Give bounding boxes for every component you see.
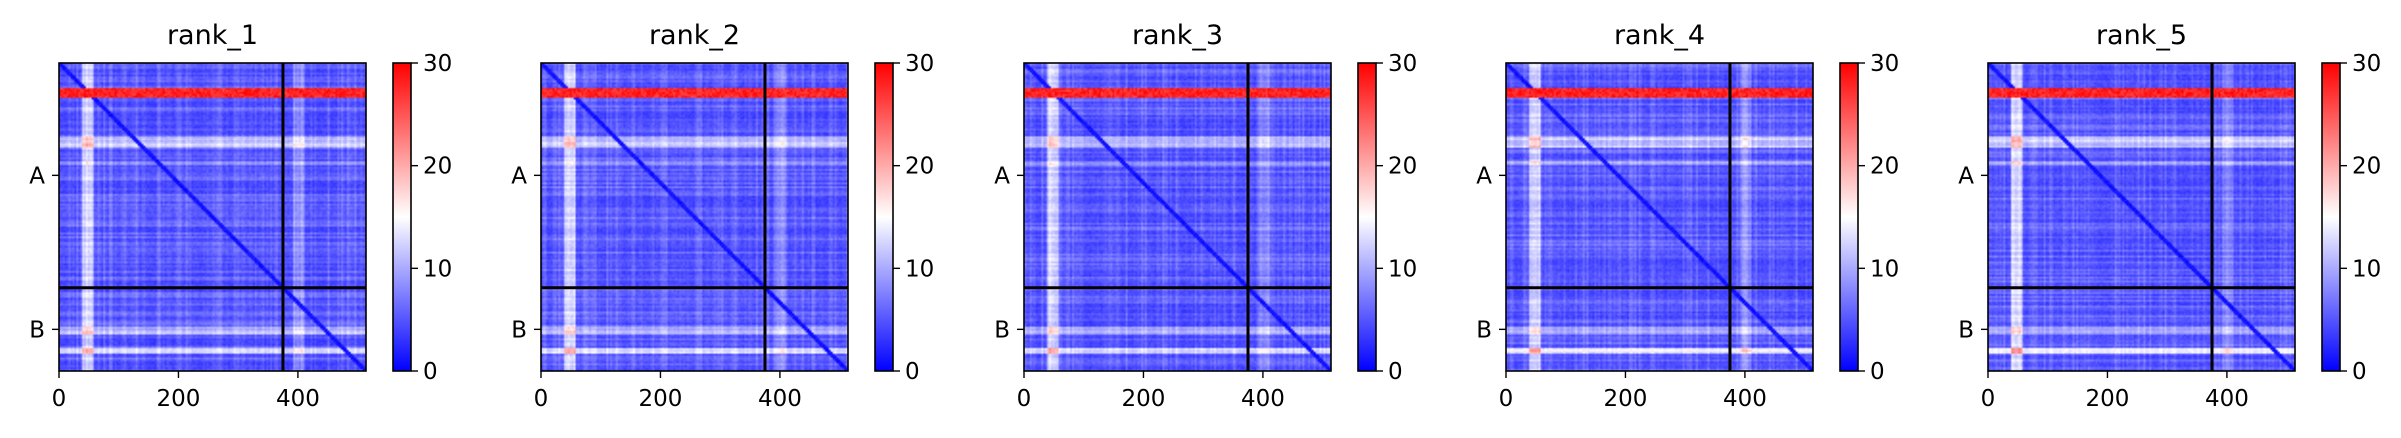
x-tick-label: 200 xyxy=(157,386,201,412)
x-tick-label: 200 xyxy=(1604,386,1648,412)
colorbar-tick-label: 30 xyxy=(2352,51,2381,77)
colorbar-tick-label: 10 xyxy=(905,256,934,282)
colorbar-tick-label: 0 xyxy=(423,359,438,385)
y-tick-label: A xyxy=(1958,163,1974,189)
colorbar: 0 10 20 30 xyxy=(1839,51,1899,385)
panel-title: rank_1 xyxy=(167,20,258,51)
panel-title: rank_4 xyxy=(1614,20,1705,51)
x-tick-label: 400 xyxy=(276,386,320,412)
colorbar-tick-label: 30 xyxy=(1388,51,1417,77)
y-tick-label: A xyxy=(511,163,527,189)
colorbar-gradient xyxy=(875,63,893,371)
x-tick-label: 200 xyxy=(1122,386,1166,412)
colorbar-tick-label: 0 xyxy=(1870,359,1885,385)
panel-title: rank_2 xyxy=(649,20,740,51)
colorbar-tick-label: 0 xyxy=(1388,359,1403,385)
y-tick-label: B xyxy=(29,317,45,343)
x-tick-label: 0 xyxy=(1017,386,1032,412)
colorbar-frame xyxy=(392,62,412,372)
heatmap-image xyxy=(59,63,366,371)
pae-panel-3: rank_3 0 200 400 A B 0 10 20 30 xyxy=(994,20,1417,412)
colorbar-gradient xyxy=(393,63,411,371)
colorbar-tick-label: 10 xyxy=(2352,256,2381,282)
colorbar: 0 10 20 30 xyxy=(874,51,934,385)
y-tick-label: B xyxy=(511,317,527,343)
plot-frame xyxy=(540,62,849,372)
colorbar-frame xyxy=(1357,62,1377,372)
y-tick-label: B xyxy=(1476,317,1492,343)
colorbar-tick-label: 30 xyxy=(905,51,934,77)
colorbar-tick-label: 0 xyxy=(2352,359,2367,385)
colorbar-gradient xyxy=(1358,63,1376,371)
heatmap-image xyxy=(1506,63,1813,371)
y-tick-label: B xyxy=(994,317,1010,343)
x-tick-label: 400 xyxy=(2205,386,2249,412)
colorbar-tick-label: 10 xyxy=(1388,256,1417,282)
x-tick-label: 200 xyxy=(2086,386,2130,412)
x-tick-label: 0 xyxy=(52,386,67,412)
colorbar: 0 10 20 30 xyxy=(1357,51,1417,385)
heatmap-image xyxy=(1988,63,2295,371)
x-tick-label: 400 xyxy=(758,386,802,412)
plot-frame xyxy=(58,62,367,372)
pae-panel-4: rank_4 0 200 400 A B 0 10 20 30 xyxy=(1476,20,1899,412)
pae-panel-2: rank_2 0 200 400 A B 0 10 20 30 xyxy=(511,20,934,412)
y-tick-label: B xyxy=(1958,317,1974,343)
pae-panel-1: rank_1 0 200 400 A B 0 10 20 30 xyxy=(29,20,452,412)
colorbar-frame xyxy=(874,62,894,372)
colorbar-frame xyxy=(1839,62,1859,372)
plot-frame xyxy=(1505,62,1814,372)
heatmap-image xyxy=(541,63,848,371)
plot-frame xyxy=(1987,62,2296,372)
plot-frame xyxy=(1023,62,1332,372)
colorbar-tick-label: 20 xyxy=(1388,154,1417,180)
panel-title: rank_5 xyxy=(2096,20,2187,51)
x-tick-label: 0 xyxy=(1499,386,1514,412)
heatmap-image xyxy=(1024,63,1331,371)
colorbar-tick-label: 30 xyxy=(423,51,452,77)
x-tick-label: 400 xyxy=(1723,386,1767,412)
colorbar-tick-label: 20 xyxy=(1870,154,1899,180)
colorbar-tick-label: 20 xyxy=(905,154,934,180)
colorbar-tick-label: 30 xyxy=(1870,51,1899,77)
pae-panel-5: rank_5 0 200 400 A B 0 10 20 30 xyxy=(1958,20,2381,412)
colorbar-frame xyxy=(2321,62,2341,372)
colorbar-tick-label: 0 xyxy=(905,359,920,385)
colorbar: 0 10 20 30 xyxy=(2321,51,2381,385)
x-tick-label: 0 xyxy=(534,386,549,412)
colorbar-gradient xyxy=(1840,63,1858,371)
colorbar-tick-label: 20 xyxy=(2352,154,2381,180)
x-tick-label: 200 xyxy=(639,386,683,412)
y-tick-label: A xyxy=(29,163,45,189)
colorbar: 0 10 20 30 xyxy=(392,51,452,385)
y-tick-label: A xyxy=(1476,163,1492,189)
y-tick-label: A xyxy=(994,163,1010,189)
colorbar-tick-label: 20 xyxy=(423,154,452,180)
colorbar-gradient xyxy=(2322,63,2340,371)
colorbar-tick-label: 10 xyxy=(423,256,452,282)
colorbar-tick-label: 10 xyxy=(1870,256,1899,282)
x-tick-label: 400 xyxy=(1241,386,1285,412)
x-tick-label: 0 xyxy=(1981,386,1996,412)
panel-title: rank_3 xyxy=(1132,20,1223,51)
